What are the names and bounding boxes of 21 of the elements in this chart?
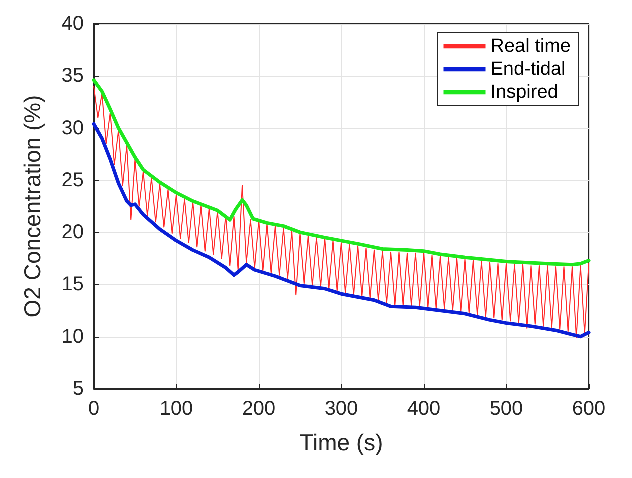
y-axis-title: O2 Concentration (%) <box>20 95 46 318</box>
x-tick-label: 400 <box>407 398 441 420</box>
y-tick-label: 30 <box>62 117 84 140</box>
x-tick-label: 500 <box>490 398 524 420</box>
x-tick-label: 200 <box>242 398 276 420</box>
x-tick-label: 600 <box>572 398 606 420</box>
y-tick-label: 15 <box>62 274 84 296</box>
x-tick-label: 0 <box>88 398 100 420</box>
legend-label: End-tidal <box>490 59 566 80</box>
y-tick-label: 35 <box>62 65 84 88</box>
x-tick-label: 300 <box>324 398 358 420</box>
line-series <box>92 78 591 267</box>
y-tick-label: 20 <box>62 222 84 244</box>
x-tick-label: 100 <box>160 398 194 420</box>
legend-label: Real time <box>490 36 571 57</box>
legend-label: Inspired <box>490 82 558 103</box>
y-tick-label: 25 <box>62 169 84 192</box>
y-tick-label: 40 <box>62 13 84 35</box>
x-axis-title: Time (s) <box>300 430 384 456</box>
y-tick-label: 10 <box>62 326 84 348</box>
y-tick-label: 5 <box>72 378 84 400</box>
